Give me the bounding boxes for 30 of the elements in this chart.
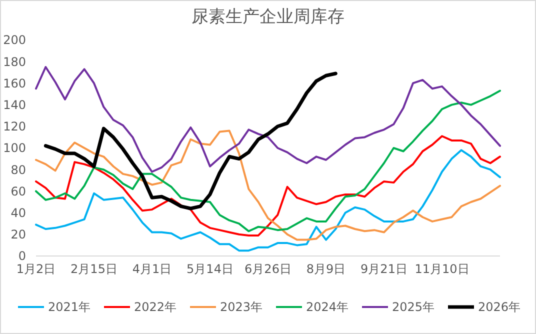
y-tick-label: 0	[18, 249, 26, 264]
x-tick-label: 5月14日	[186, 262, 234, 276]
y-tick-label: 120	[3, 120, 26, 134]
line-series	[35, 66, 501, 173]
x-tick-label: 2月15日	[70, 262, 118, 276]
y-tick-label: 180	[3, 54, 26, 69]
y-tick-label: 80	[10, 162, 26, 177]
legend-label: 2024年	[306, 300, 349, 314]
legend-label: 2025年	[392, 300, 435, 314]
y-tick-label: 40	[10, 206, 26, 220]
x-tick-label: 6月26日	[244, 262, 292, 276]
y-tick-label: 60	[10, 184, 26, 198]
legend-label: 2021年	[48, 300, 91, 314]
x-tick-label: 9月21日	[360, 262, 408, 276]
y-tick-label: 140	[3, 98, 26, 112]
legend-label: 2022年	[134, 300, 177, 314]
y-tick-label: 160	[3, 76, 26, 90]
y-tick-label: 20	[10, 228, 26, 242]
legend-label: 2023年	[220, 300, 263, 314]
line-series	[44, 72, 338, 210]
x-tick-label: 11月10日	[414, 262, 470, 276]
x-tick-label: 4月1日	[132, 262, 172, 276]
chart-title: 尿素生产企业周库存	[192, 7, 344, 27]
y-tick-label: 100	[3, 141, 26, 156]
y-tick-label: 200	[3, 33, 26, 48]
line-series	[35, 149, 501, 252]
x-tick-label: 8月9日	[306, 262, 346, 276]
x-tick-label: 1月2日	[16, 262, 56, 276]
line-series	[35, 90, 501, 232]
legend-label: 2026年	[478, 300, 521, 314]
